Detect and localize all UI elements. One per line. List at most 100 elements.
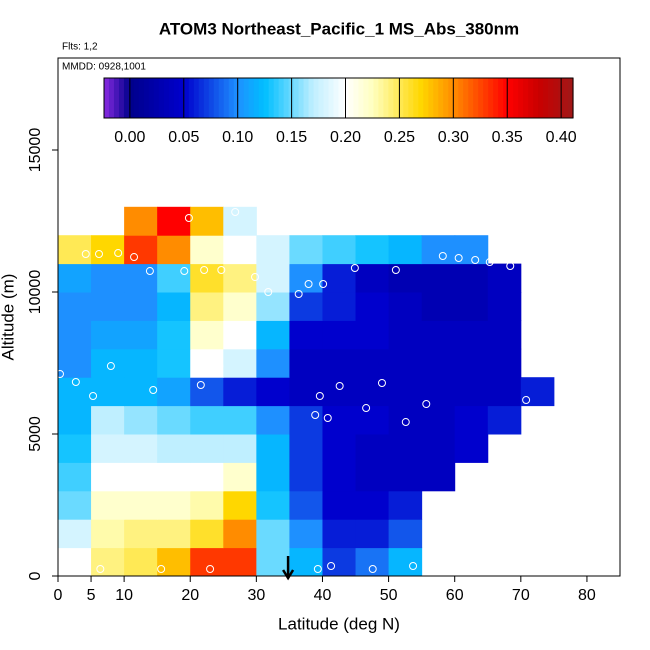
heat-cell	[520, 377, 555, 407]
heat-cell	[256, 490, 290, 520]
colorbar-tick-label: 0.05	[168, 129, 199, 146]
colorbar-slice	[253, 78, 260, 118]
heat-cell	[388, 377, 423, 407]
heat-cell	[223, 405, 257, 435]
heat-cell	[355, 292, 390, 321]
x-tick-label: 20	[181, 587, 199, 604]
colorbar-slice	[528, 78, 534, 118]
heat-cell	[223, 292, 257, 321]
colorbar-slice	[518, 78, 524, 118]
colorbar-slice	[193, 78, 200, 118]
heat-cell	[58, 462, 92, 492]
colorbar-slice	[493, 78, 499, 118]
colorbar-slice	[468, 78, 474, 118]
colorbar-slice	[168, 78, 175, 118]
flight-point	[522, 396, 531, 405]
heat-cell	[58, 519, 92, 549]
heat-cell	[58, 377, 92, 407]
flight-point	[350, 264, 359, 273]
flight-point	[368, 565, 377, 574]
heat-cell	[124, 320, 158, 350]
heat-cell	[487, 377, 522, 407]
colorbar-slice	[543, 78, 549, 118]
heat-cell	[454, 320, 489, 350]
flight-point	[145, 267, 154, 276]
colorbar-slice	[118, 78, 125, 118]
x-tick-label: 80	[578, 587, 596, 604]
heat-cell	[157, 320, 191, 350]
heat-cell	[190, 320, 224, 350]
y-tick-label: 0	[27, 571, 44, 580]
heat-cell	[454, 292, 489, 321]
flight-point	[471, 256, 480, 265]
colorbar-slice	[318, 78, 325, 118]
heat-cell	[289, 320, 323, 350]
heat-cell	[355, 462, 390, 492]
heat-cell	[190, 405, 224, 435]
heat-cell	[289, 263, 323, 293]
heat-cell	[157, 206, 191, 236]
heat-cell	[91, 320, 125, 350]
colorbar-slice	[548, 78, 554, 118]
flight-point	[96, 565, 105, 574]
colorbar-slice	[238, 78, 245, 118]
flight-point	[217, 265, 226, 274]
heat-cell	[157, 519, 191, 549]
heat-cell	[355, 547, 390, 577]
heat-cell	[157, 490, 191, 520]
colorbar-slice	[293, 78, 300, 118]
flight-point	[485, 258, 494, 267]
colorbar-slice	[338, 78, 345, 118]
colorbar-slice	[153, 78, 160, 118]
flight-point	[311, 411, 320, 420]
colorbar-slice	[453, 78, 459, 118]
colorbar-slice	[313, 78, 320, 118]
heat-cell	[256, 434, 290, 463]
colorbar-slice	[378, 78, 385, 118]
colorbar-slice	[208, 78, 215, 118]
flight-point	[215, 362, 224, 371]
heat-cell	[124, 348, 158, 378]
colorbar-slice	[448, 78, 454, 118]
heat-cell	[157, 235, 191, 265]
heat-cell	[322, 263, 357, 293]
colorbar-slice	[343, 78, 350, 118]
colorbar-slice	[148, 78, 155, 118]
heat-cell	[421, 235, 456, 265]
heat-cell	[355, 320, 390, 350]
heat-cell	[58, 434, 92, 463]
heat-cell	[190, 377, 224, 407]
heat-cell	[322, 235, 357, 265]
colorbar-slice	[423, 78, 429, 118]
flight-point	[55, 369, 64, 378]
heat-cell	[421, 405, 456, 435]
heat-cell	[91, 519, 125, 549]
heat-cell	[190, 462, 224, 492]
plot-frame	[57, 57, 621, 577]
heat-cell	[421, 263, 456, 293]
heat-cell	[454, 263, 489, 293]
heat-cell	[190, 206, 224, 236]
heat-cell	[124, 206, 158, 236]
flight-point	[438, 251, 447, 260]
heat-cell	[289, 490, 323, 520]
colorbar-tick-label: 0.35	[492, 129, 523, 146]
colorbar-slice	[198, 78, 205, 118]
flight-point	[401, 418, 410, 427]
colorbar-slice	[278, 78, 285, 118]
heat-cell	[289, 462, 323, 492]
flight-point	[184, 214, 193, 223]
colorbar-slice	[323, 78, 330, 118]
colorbar-slice	[538, 78, 544, 118]
colorbar-slice	[328, 78, 335, 118]
heat-cell	[322, 547, 357, 577]
heat-cell	[223, 348, 257, 378]
colorbar-slice	[358, 78, 365, 118]
heat-cell	[190, 292, 224, 321]
heat-cell	[388, 292, 423, 321]
heat-cell	[289, 235, 323, 265]
heat-cell	[256, 405, 290, 435]
colorbar-slice	[428, 78, 434, 118]
colorbar-slice	[268, 78, 275, 118]
